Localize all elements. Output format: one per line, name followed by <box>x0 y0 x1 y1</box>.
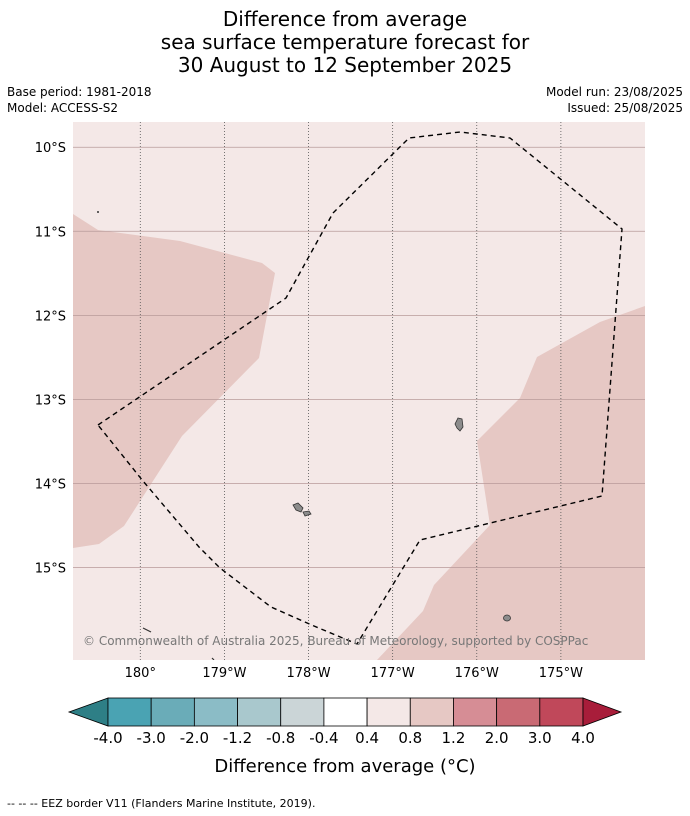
model-run: Model run: 23/08/2025 <box>545 85 683 99</box>
colorbar-segment <box>193 697 238 727</box>
lat-tick-label: 14°S <box>35 477 66 492</box>
eez-border <box>97 131 623 645</box>
island-fragment-south <box>211 657 215 660</box>
colorbar-title: Difference from average (°C) <box>214 756 475 777</box>
base-period: Base period: 1981-2018 <box>7 85 152 99</box>
colorbar-tick-label: 1.2 <box>442 729 466 747</box>
lon-tick-label: 179°W <box>202 666 246 681</box>
colorbar-segment <box>366 697 411 727</box>
latitude-tick-labels: 10°S 11°S 12°S 13°S 14°S 15°S <box>35 141 66 576</box>
island-niuafoou <box>503 614 511 622</box>
island-uvea <box>292 502 304 513</box>
lon-tick-label: 177°W <box>371 666 415 681</box>
colorbar-segment <box>107 697 152 727</box>
map-figure: © Commonwealth of Australia 2025, Bureau… <box>35 122 645 777</box>
lat-tick-label: 15°S <box>35 562 66 577</box>
colorbar-tick-label: 0.8 <box>398 729 422 747</box>
map-title: Difference from average sea surface temp… <box>0 8 690 77</box>
colorbar-tick-label: -3.0 <box>137 729 166 747</box>
latitude-gridlines <box>73 146 645 568</box>
colorbar-segment <box>237 697 282 727</box>
lon-tick-label: 180° <box>125 666 156 681</box>
colorbar-tick-label: -2.0 <box>180 729 209 747</box>
issued-date: Issued: 25/08/2025 <box>567 101 683 115</box>
colorbar-extend-low <box>67 697 109 727</box>
colorbar-tick-label: 3.0 <box>528 729 552 747</box>
colorbar-extend-high <box>582 697 623 727</box>
anomaly-zone-west <box>73 214 275 548</box>
lat-tick-label: 11°S <box>35 225 66 240</box>
title-line-3: 30 August to 12 September 2025 <box>177 53 513 77</box>
model-name: Model: ACCESS-S2 <box>7 101 119 115</box>
colorbar-tick-label: 0.4 <box>355 729 379 747</box>
colorbar-segment <box>323 697 368 727</box>
anomaly-zone-east <box>377 306 645 660</box>
lat-tick-label: 13°S <box>35 393 66 408</box>
colorbar <box>67 697 623 727</box>
colorbar-segment <box>150 697 195 727</box>
island-fragment-west <box>142 627 152 633</box>
colorbar-tick-label: -1.2 <box>223 729 252 747</box>
island-vaitupu <box>454 417 464 432</box>
colorbar-tick-label: -0.8 <box>266 729 295 747</box>
title-line-2: sea surface temperature forecast for <box>160 30 530 54</box>
lat-tick-label: 12°S <box>35 309 66 324</box>
longitude-tick-labels: 180° 179°W 178°W 177°W 176°W 175°W <box>125 666 583 681</box>
colorbar-tick-labels: -4.0 -3.0 -2.0 -1.2 -0.8 -0.4 0.4 0.8 1.2 2.0 3.0 4… <box>93 729 595 747</box>
map-copyright: © Commonwealth of Australia 2025, Bureau… <box>83 634 588 648</box>
colorbar-segment <box>539 697 584 727</box>
lon-tick-label: 176°W <box>455 666 499 681</box>
colorbar-tick-label: 2.0 <box>485 729 509 747</box>
lon-tick-label: 178°W <box>286 666 330 681</box>
meta-right: Model run: 23/08/2025 Issued: 25/08/2025 <box>546 84 683 116</box>
title-line-1: Difference from average <box>222 7 468 31</box>
colorbar-tick-label: -0.4 <box>309 729 338 747</box>
colorbar-tick-label: 4.0 <box>571 729 595 747</box>
island-uvea-east <box>302 510 312 517</box>
lon-tick-label: 175°W <box>539 666 583 681</box>
meta-left: Base period: 1981-2018 Model: ACCESS-S2 <box>7 84 152 116</box>
lat-tick-label: 10°S <box>35 141 66 156</box>
colorbar-segment <box>453 697 498 727</box>
colorbar-tick-label: -4.0 <box>93 729 122 747</box>
colorbar-segment <box>496 697 541 727</box>
colorbar-segment <box>280 697 325 727</box>
eez-footnote: -- -- -- EEZ border V11 (Flanders Marine… <box>7 797 316 810</box>
map-plot-area: © Commonwealth of Australia 2025, Bureau… <box>73 122 645 660</box>
island-dot <box>97 211 99 213</box>
colorbar-segment <box>409 697 454 727</box>
